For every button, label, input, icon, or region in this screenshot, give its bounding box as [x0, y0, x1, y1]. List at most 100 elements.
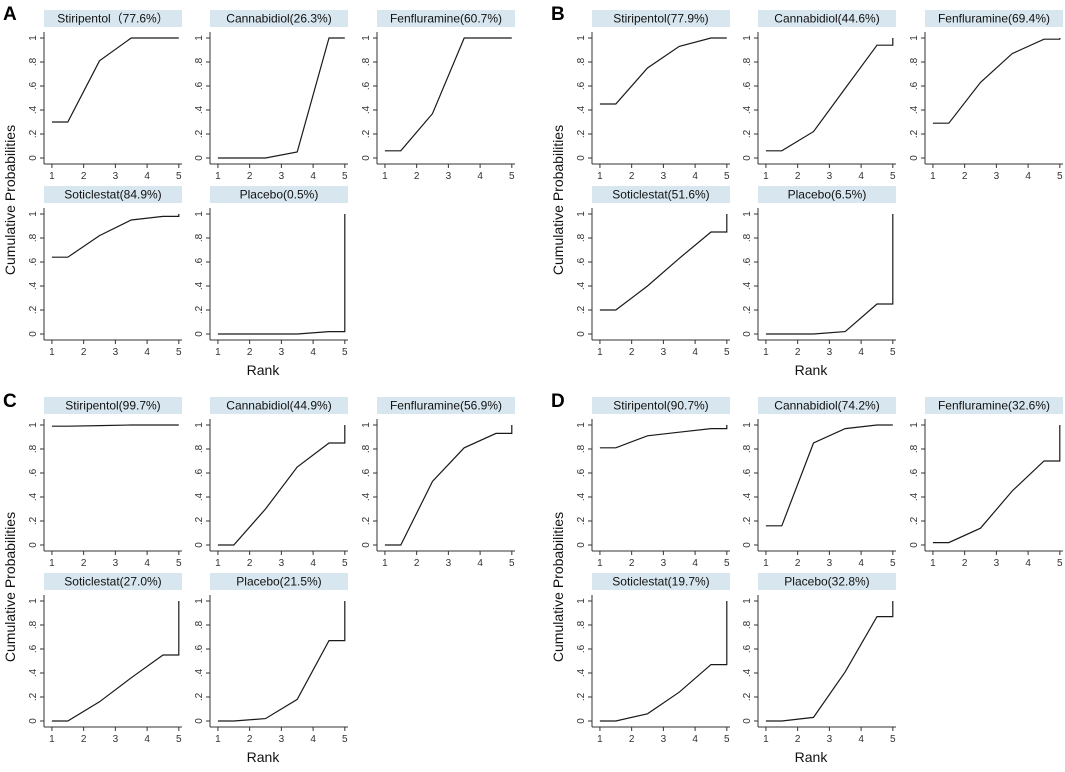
x-tick-label: 4: [310, 734, 316, 745]
subplot-title: Placebo(32.8%): [784, 575, 869, 589]
y-tick-label: .6: [28, 257, 39, 266]
x-axis-label: Rank: [795, 749, 829, 765]
y-tick-label: .2: [28, 129, 39, 138]
y-tick-label: .2: [742, 305, 753, 314]
x-tick-label: 5: [176, 171, 182, 182]
y-tick-label: .6: [28, 644, 39, 653]
y-tick-label: .8: [28, 620, 39, 629]
y-tick-label: .4: [909, 105, 920, 114]
x-tick-label: 2: [629, 171, 635, 182]
y-tick-label: .6: [742, 81, 753, 90]
y-axis-label: Cumulative Probabilities: [550, 125, 566, 275]
x-tick-label: 2: [81, 558, 87, 569]
y-tick-label: .4: [194, 105, 205, 114]
y-tick-label: .2: [28, 305, 39, 314]
y-tick-label: .6: [576, 257, 587, 266]
y-tick-label: 1: [28, 598, 39, 604]
x-tick-label: 2: [629, 558, 635, 569]
x-tick-label: 3: [661, 347, 667, 358]
subplot-title: Placebo(6.5%): [788, 188, 867, 202]
subplot: Soticlestat(84.9%) 0 .2 .4 .6 .8 1 1 2 3 4 5: [28, 186, 182, 358]
x-tick-label: 5: [890, 347, 896, 358]
y-tick-label: .8: [361, 57, 372, 66]
y-tick-label: .2: [28, 692, 39, 701]
x-tick-label: 2: [247, 171, 253, 182]
y-tick-label: 0: [28, 331, 39, 337]
y-tick-label: 1: [361, 35, 372, 41]
series-line: [932, 38, 1061, 124]
title-strip: [592, 397, 730, 414]
y-tick-label: .8: [742, 233, 753, 242]
x-tick-label: 1: [597, 558, 603, 569]
series-line: [765, 214, 894, 335]
title-strip: [377, 397, 515, 414]
y-tick-label: .6: [909, 468, 920, 477]
x-tick-label: 4: [858, 558, 864, 569]
title-strip: [210, 186, 348, 203]
subplot: Stiripentol（77.6%） 0 .2 .4 .6 .8 1 1 2 3 4 5: [28, 10, 182, 182]
x-tick-label: 3: [446, 558, 452, 569]
y-axis-label: Cumulative Probabilities: [2, 125, 18, 275]
x-tick-label: 5: [890, 558, 896, 569]
title-strip: [44, 397, 182, 414]
y-tick-label: .4: [576, 492, 587, 501]
y-tick-label: 1: [194, 422, 205, 428]
x-tick-label: 1: [215, 171, 221, 182]
y-tick-label: 0: [742, 155, 753, 161]
subplot-title: Soticlestat(19.7%): [612, 575, 709, 589]
title-strip: [925, 10, 1063, 27]
series-line: [217, 425, 346, 546]
x-tick-label: 3: [279, 171, 285, 182]
y-tick-label: 0: [576, 331, 587, 337]
x-tick-label: 3: [279, 734, 285, 745]
y-tick-label: 1: [361, 422, 372, 428]
y-tick-label: .2: [361, 516, 372, 525]
subplot-title: Soticlestat(51.6%): [612, 188, 709, 202]
x-tick-label: 3: [661, 558, 667, 569]
x-tick-label: 2: [795, 734, 801, 745]
y-tick-label: .6: [361, 81, 372, 90]
x-tick-label: 5: [724, 558, 730, 569]
y-tick-label: .6: [909, 81, 920, 90]
y-tick-label: .4: [194, 492, 205, 501]
y-tick-label: 0: [576, 718, 587, 724]
x-tick-label: 2: [629, 347, 635, 358]
subplot-title: Cannabidiol(74.2%): [774, 399, 879, 413]
subplot-title: Fenfluramine(56.9%): [390, 399, 502, 413]
x-tick-label: 3: [827, 558, 833, 569]
y-tick-label: .8: [194, 233, 205, 242]
x-tick-label: 2: [81, 171, 87, 182]
y-tick-label: 1: [28, 35, 39, 41]
y-tick-label: 1: [576, 598, 587, 604]
x-tick-label: 1: [597, 171, 603, 182]
y-tick-label: .6: [576, 644, 587, 653]
x-tick-label: 2: [795, 558, 801, 569]
y-tick-label: .2: [194, 129, 205, 138]
title-strip: [210, 397, 348, 414]
title-strip: [377, 10, 515, 27]
y-tick-label: 0: [742, 542, 753, 548]
subplot-title: Stiripentol（77.6%）: [57, 12, 168, 26]
x-tick-label: 2: [414, 558, 420, 569]
x-tick-label: 1: [930, 558, 936, 569]
y-tick-label: .2: [909, 516, 920, 525]
x-tick-label: 4: [310, 171, 316, 182]
title-strip: [758, 397, 896, 414]
title-strip: [758, 573, 896, 590]
subplot: Stiripentol(90.7%) 0 .2 .4 .6 .8 1 1 2 3 4 5: [576, 397, 730, 569]
x-tick-label: 2: [795, 347, 801, 358]
y-tick-label: 1: [576, 211, 587, 217]
subplot: Stiripentol(77.9%) 0 .2 .4 .6 .8 1 1 2 3 4 5: [576, 10, 730, 182]
y-tick-label: 0: [576, 542, 587, 548]
y-tick-label: 0: [28, 155, 39, 161]
y-tick-label: .2: [576, 129, 587, 138]
y-tick-label: .6: [361, 468, 372, 477]
y-tick-label: 1: [742, 598, 753, 604]
series-line: [51, 424, 179, 427]
y-tick-label: 0: [28, 542, 39, 548]
y-tick-label: .4: [194, 668, 205, 677]
series-line: [217, 37, 345, 159]
y-tick-label: .2: [194, 692, 205, 701]
y-tick-label: .2: [909, 129, 920, 138]
y-tick-label: .4: [576, 281, 587, 290]
